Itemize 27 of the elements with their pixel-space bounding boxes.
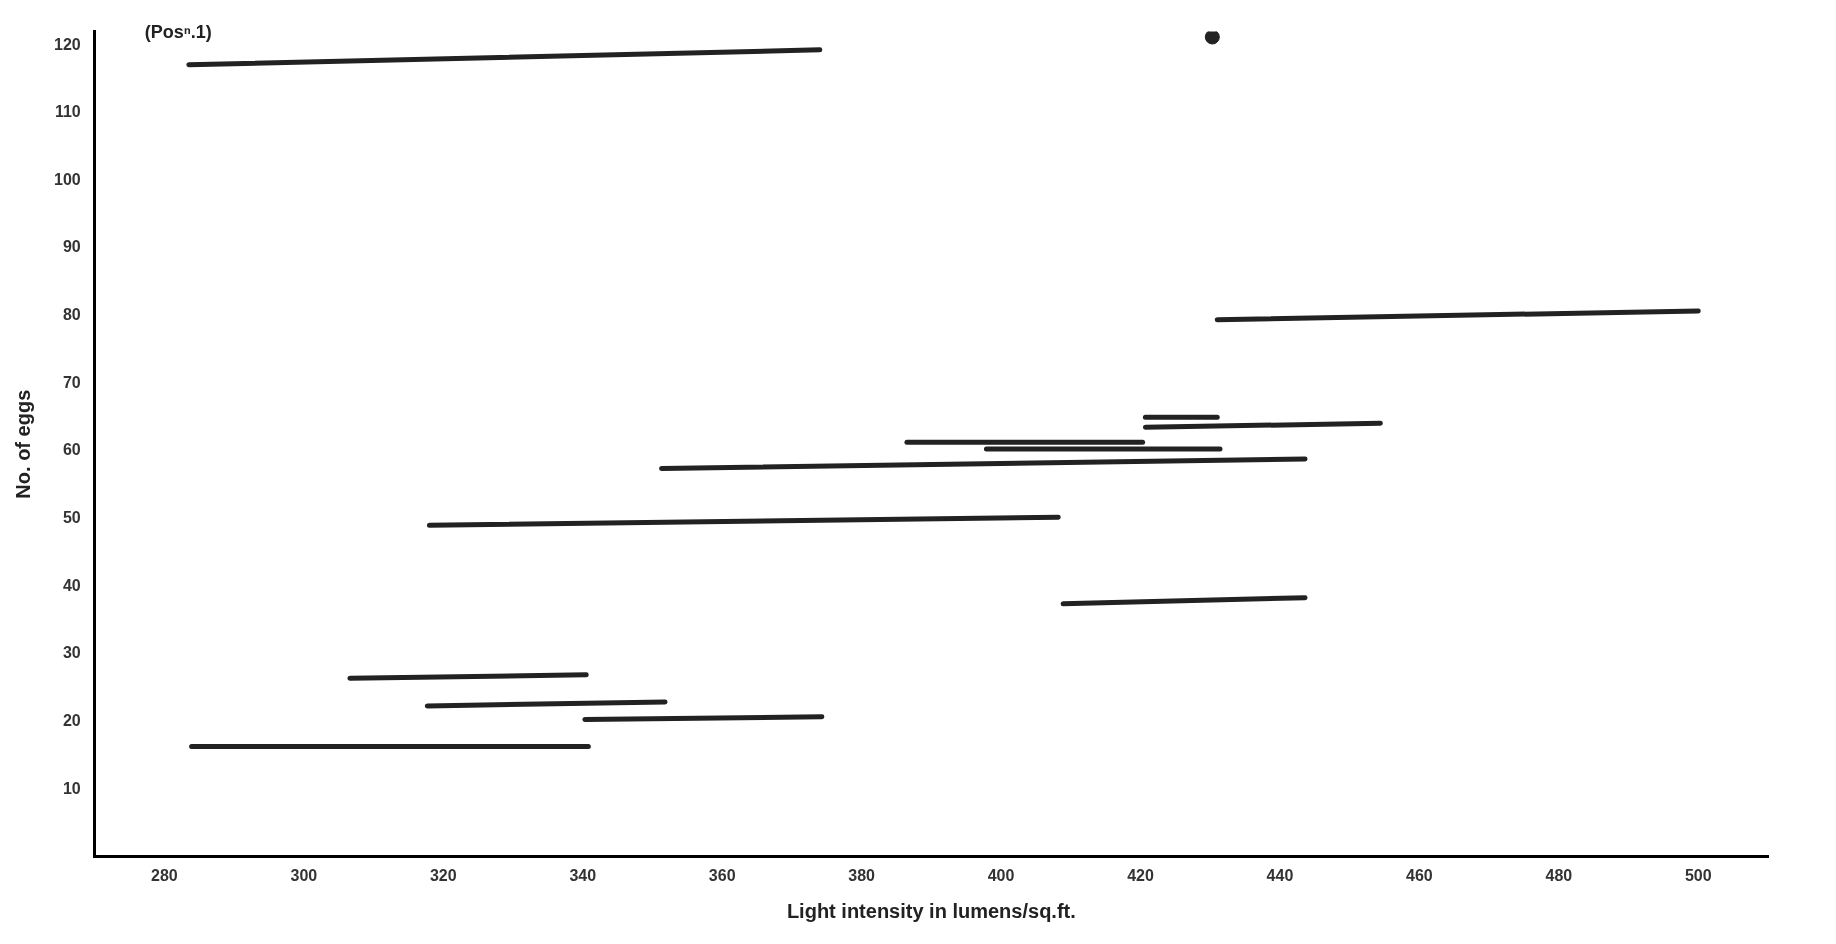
y-tick-label: 120 (53, 35, 81, 53)
x-tick-label: 300 (290, 866, 318, 884)
x-tick-label: 340 (569, 866, 597, 884)
x-tick-label: 440 (1266, 866, 1294, 884)
annotation: (Posⁿ.1) (144, 21, 212, 42)
y-tick-label: 20 (62, 711, 81, 729)
y-tick-label: 30 (62, 644, 81, 662)
y-tick-label: 10 (62, 779, 81, 797)
x-tick-label: 380 (848, 866, 876, 884)
x-tick-label: 400 (987, 866, 1015, 884)
x-tick-label: 500 (1684, 866, 1712, 884)
x-tick-label: 360 (708, 866, 736, 884)
y-tick-label: 80 (62, 306, 81, 324)
x-tick-label: 480 (1545, 866, 1573, 884)
y-tick-label: 90 (62, 238, 81, 256)
y-tick-label: 60 (62, 441, 81, 459)
y-tick-label: 40 (62, 576, 81, 594)
y-tick-label: 100 (53, 170, 81, 188)
y-tick-label: 110 (54, 103, 81, 121)
y-axis-title: No. of eggs (11, 389, 34, 499)
y-tick-label: 70 (62, 373, 81, 391)
x-tick-label: 420 (1127, 866, 1154, 884)
x-axis-title: Light intensity in lumens/sq.ft. (786, 899, 1076, 922)
x-tick-label: 320 (429, 866, 457, 884)
y-tick-label: 50 (62, 509, 81, 527)
x-tick-label: 280 (151, 866, 178, 884)
x-tick-label: 460 (1406, 866, 1433, 884)
